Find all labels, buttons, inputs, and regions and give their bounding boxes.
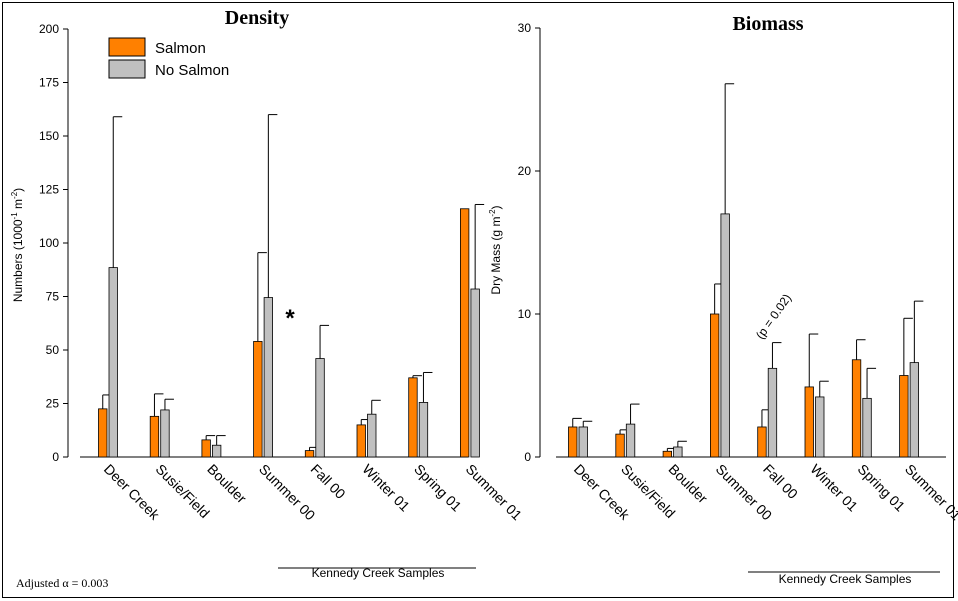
biomass-bar-no-salmon	[720, 213, 730, 458]
density-bar-no-salmon	[108, 267, 118, 458]
biomass-y-axis-label: Dry Mass (g m-2)	[488, 205, 503, 294]
biomass-y-tick-label: 10	[518, 307, 532, 321]
biomass-bar-salmon	[568, 426, 578, 458]
biomass-bar-salmon	[710, 313, 720, 458]
biomass-group-label: Kennedy Creek Samples	[779, 572, 912, 586]
biomass-bar-salmon	[662, 450, 672, 458]
biomass-bar-no-salmon	[673, 446, 683, 458]
biomass-bar-no-salmon	[862, 397, 872, 458]
density-y-tick-label: 200	[39, 22, 59, 36]
density-category-label: Winter 01	[359, 461, 413, 515]
density-bar-salmon	[201, 439, 211, 458]
density-title: Density	[225, 7, 289, 29]
biomass-bar-no-salmon	[767, 367, 778, 458]
density-bar-salmon	[304, 450, 315, 458]
legend-label-no-salmon: No Salmon	[155, 62, 229, 79]
density-bar-salmon	[98, 408, 108, 458]
biomass-bar-no-salmon	[815, 396, 825, 458]
density-bar-no-salmon	[211, 444, 222, 458]
density-y-tick-label: 25	[46, 397, 60, 411]
density-significance-star: *	[285, 305, 295, 332]
density-bar-no-salmon	[315, 358, 325, 458]
density-category-label: Spring 01	[411, 461, 465, 515]
biomass-bar-no-salmon	[625, 423, 636, 458]
biomass-category-label: Summer 01	[902, 461, 958, 524]
biomass-category-label: Spring 01	[855, 461, 909, 515]
density-chart: Density Numbers (1000-1 m-2) Salmon No S…	[10, 7, 525, 580]
density-bar-no-salmon	[367, 413, 377, 458]
legend-label-salmon: Salmon	[155, 40, 206, 57]
density-bar-salmon	[149, 415, 160, 458]
density-bar-no-salmon	[160, 409, 170, 458]
density-bar-no-salmon	[263, 297, 274, 458]
biomass-category-label: Boulder	[665, 461, 711, 507]
density-category-label: Fall 00	[308, 461, 349, 502]
density-y-tick-label: 0	[52, 450, 59, 464]
density-y-tick-label: 100	[39, 236, 59, 250]
biomass-bar-salmon	[899, 375, 909, 458]
density-bar-salmon	[253, 341, 263, 458]
density-y-tick-label: 125	[39, 183, 59, 197]
biomass-chart: Biomass Dry Mass (g m-2) Kennedy Creek S…	[488, 13, 958, 586]
biomass-y-tick-label: 0	[524, 450, 531, 464]
density-y-tick-label: 175	[39, 76, 59, 90]
biomass-p-value-annotation: (p = 0.02)	[753, 291, 794, 341]
biomass-bar-salmon	[615, 433, 625, 458]
biomass-bar-salmon	[804, 386, 814, 458]
density-bar-salmon	[356, 424, 366, 458]
biomass-category-label: Fall 00	[760, 461, 801, 502]
density-bar-salmon	[459, 208, 470, 458]
density-bar-no-salmon	[418, 402, 429, 458]
density-y-tick-label: 150	[39, 129, 59, 143]
biomass-category-label: Winter 01	[807, 461, 861, 515]
density-y-tick-label: 75	[46, 290, 60, 304]
density-category-label: Summer 01	[463, 461, 526, 524]
biomass-bar-salmon	[757, 426, 767, 458]
legend-swatch-salmon	[108, 37, 146, 57]
biomass-y-tick-label: 30	[518, 21, 532, 35]
footnote: Adjusted α = 0.003	[16, 576, 108, 590]
density-bar-no-salmon	[470, 288, 480, 458]
biomass-bar-no-salmon	[578, 426, 588, 458]
legend-swatch-no-salmon	[108, 59, 146, 79]
density-legend: Salmon No Salmon	[108, 37, 229, 79]
density-group-label: Kennedy Creek Samples	[312, 566, 445, 580]
biomass-title: Biomass	[732, 13, 803, 35]
biomass-y-tick-label: 20	[518, 164, 532, 178]
density-y-axis-label: Numbers (1000-1 m-2)	[10, 188, 25, 302]
density-bar-salmon	[408, 377, 418, 458]
biomass-bar-salmon	[851, 359, 862, 458]
density-category-label: Boulder	[204, 461, 250, 507]
density-y-tick-label: 50	[46, 343, 60, 357]
biomass-bar-no-salmon	[909, 362, 919, 458]
